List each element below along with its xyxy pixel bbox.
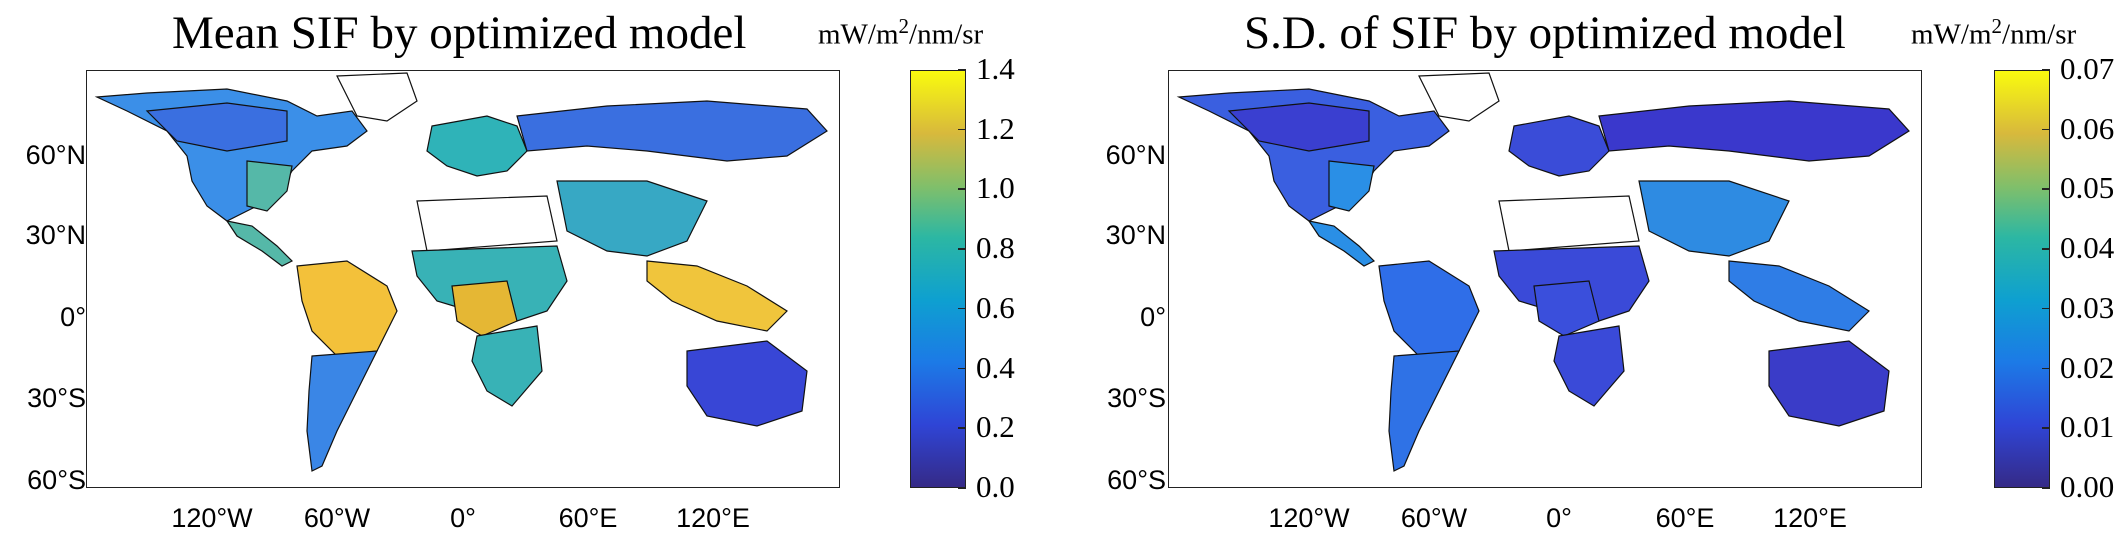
region-india-china xyxy=(556,180,708,257)
colorbar-tick-label: 0.04 xyxy=(2060,230,2115,266)
colorbar-tick-mark xyxy=(958,427,966,429)
region-eastern-us xyxy=(246,160,293,212)
region-india-china xyxy=(1638,180,1790,257)
colorbar-tick-label: 1.2 xyxy=(976,110,1015,146)
region-siberia xyxy=(1598,100,1910,162)
colorbar-tick-mark xyxy=(958,188,966,190)
lon-label-60e: 60°E xyxy=(1655,503,1715,533)
region-se-asia xyxy=(646,260,788,332)
lon-label-0: 0° xyxy=(450,503,476,533)
colorbar-tick-label: 0.0 xyxy=(976,469,1015,504)
colorbar-tick-mark xyxy=(958,69,966,71)
colorbar-tick-label: 0.06 xyxy=(2060,110,2115,146)
colorbar-tick-mark xyxy=(958,367,966,370)
lat-label-60n: 60°N xyxy=(1105,140,1166,170)
colorbar-tick-label: 0.8 xyxy=(976,230,1015,266)
colorbar-tick-mark xyxy=(2042,128,2050,131)
colorbar xyxy=(910,70,966,488)
region-australia xyxy=(1768,340,1890,427)
colorbar-tick-label: 0.07 xyxy=(2060,51,2115,86)
colorbar-tick-mark xyxy=(2042,307,2050,310)
region-sahara-white xyxy=(416,195,558,252)
region-boreal xyxy=(1227,102,1370,152)
lon-label-120w: 120°W xyxy=(1268,503,1350,533)
region-africa-south xyxy=(1553,325,1625,407)
lat-label-0: 0° xyxy=(1140,302,1166,332)
region-congo xyxy=(1533,280,1600,337)
region-greenland xyxy=(1418,72,1500,122)
colorbar-tick-label: 0.6 xyxy=(976,289,1015,325)
world-map xyxy=(1168,70,1922,488)
lat-label-60n: 60°N xyxy=(25,140,86,170)
region-eastern-us xyxy=(1328,160,1375,212)
colorbar-tick-mark xyxy=(958,307,966,310)
colorbar-tick-mark xyxy=(2042,248,2050,250)
region-amazon xyxy=(1378,260,1480,357)
region-greenland xyxy=(336,72,418,122)
world-map xyxy=(86,70,840,488)
colorbar-tick-label: 0.00 xyxy=(2060,469,2115,504)
lon-label-0: 0° xyxy=(1546,503,1572,533)
lat-label-30n: 30°N xyxy=(25,220,86,250)
lon-label-120e: 120°E xyxy=(1773,503,1847,533)
colorbar-tick-mark xyxy=(2042,487,2050,489)
lon-label-60w: 60°W xyxy=(1400,503,1468,533)
region-central-america xyxy=(1307,220,1376,267)
colorbar-unit: mW/m2/nm/sr xyxy=(1911,14,2077,51)
region-boreal xyxy=(145,102,288,152)
lon-label-60w: 60°W xyxy=(303,503,371,533)
colorbar xyxy=(1994,70,2050,488)
region-siberia xyxy=(516,100,828,162)
region-europe xyxy=(426,115,528,177)
colorbar-tick-label: 0.01 xyxy=(2060,409,2115,445)
lat-label-60s: 60°S xyxy=(27,465,86,495)
colorbar-tick-label: 0.03 xyxy=(2060,289,2115,325)
colorbar-tick-mark xyxy=(2042,367,2050,370)
colorbar-tick-mark xyxy=(958,248,966,250)
colorbar-tick-label: 0.4 xyxy=(976,349,1015,385)
region-europe xyxy=(1508,115,1610,177)
colorbar-tick-label: 0.02 xyxy=(2060,349,2115,385)
lon-label-60e: 60°E xyxy=(558,503,618,533)
region-se-asia xyxy=(1728,260,1870,332)
colorbar-tick-label: 0.2 xyxy=(976,409,1015,445)
lat-label-30n: 30°N xyxy=(1105,220,1166,250)
colorbar-tick-mark xyxy=(2042,427,2050,429)
region-south-america-south xyxy=(1388,350,1461,472)
region-australia xyxy=(686,340,808,427)
colorbar-unit: mW/m2/nm/sr xyxy=(818,14,984,51)
lat-label-30s: 30°S xyxy=(27,383,86,413)
colorbar-tick-mark xyxy=(2042,69,2050,71)
region-amazon xyxy=(296,260,398,357)
panel-title: Mean SIF by optimized model xyxy=(172,7,747,59)
sd-sif-panel: S.D. of SIF by optimized model 60°N 30°N… xyxy=(1064,0,2128,540)
lon-label-120e: 120°E xyxy=(676,503,750,533)
colorbar-tick-label: 1.0 xyxy=(976,170,1015,206)
region-africa-south xyxy=(471,325,543,407)
colorbar-tick-mark xyxy=(958,487,966,489)
colorbar-tick-label: 0.05 xyxy=(2060,170,2115,206)
region-south-america-south xyxy=(306,350,379,472)
colorbar-tick-mark xyxy=(958,128,966,131)
colorbar-tick-label: 1.4 xyxy=(976,51,1015,86)
mean-sif-panel: Mean SIF by optimized model 60°N 30°N 0°… xyxy=(25,7,1015,533)
region-sahara-white xyxy=(1498,195,1640,252)
colorbar-tick-mark xyxy=(2042,188,2050,190)
region-congo xyxy=(451,280,518,337)
lon-label-120w: 120°W xyxy=(171,503,253,533)
lat-label-60s: 60°S xyxy=(1107,465,1166,495)
region-central-america xyxy=(225,220,294,267)
lat-label-30s: 30°S xyxy=(1107,383,1166,413)
lat-label-0: 0° xyxy=(60,302,86,332)
panel-title: S.D. of SIF by optimized model xyxy=(1244,7,1846,59)
